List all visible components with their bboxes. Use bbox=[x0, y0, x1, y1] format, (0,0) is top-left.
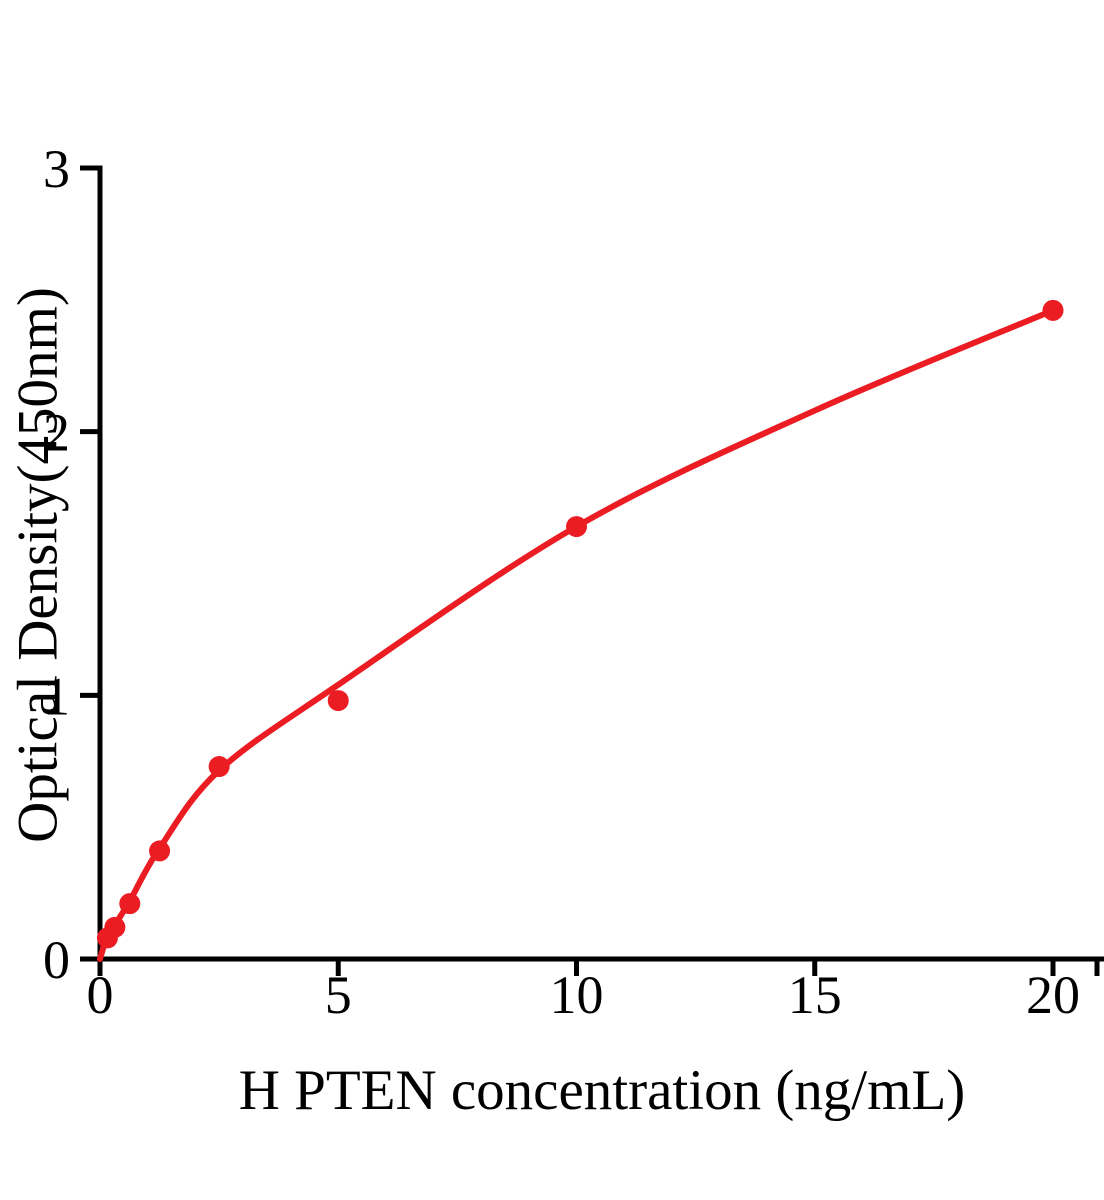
x-tick-label: 20 bbox=[1026, 965, 1080, 1025]
data-point bbox=[119, 893, 141, 915]
data-point bbox=[104, 916, 126, 938]
data-point bbox=[566, 516, 587, 538]
y-tick-label: 2 bbox=[43, 403, 70, 463]
data-point bbox=[1042, 299, 1064, 321]
y-tick-label: 1 bbox=[43, 666, 70, 726]
y-axis-title: Optical Density(450nm) bbox=[6, 287, 70, 843]
data-point bbox=[208, 756, 230, 778]
y-tick-label: 3 bbox=[43, 139, 70, 199]
y-tick-label: 0 bbox=[43, 930, 70, 990]
x-tick-label: 0 bbox=[87, 965, 114, 1025]
x-axis-title: H PTEN concentration (ng/mL) bbox=[238, 1059, 966, 1122]
data-point bbox=[149, 840, 171, 862]
fit-curve bbox=[97, 307, 1056, 962]
x-tick-label: 10 bbox=[550, 965, 604, 1025]
data-point bbox=[327, 690, 349, 712]
x-tick-label: 15 bbox=[788, 965, 842, 1025]
x-tick-label: 5 bbox=[325, 965, 352, 1025]
